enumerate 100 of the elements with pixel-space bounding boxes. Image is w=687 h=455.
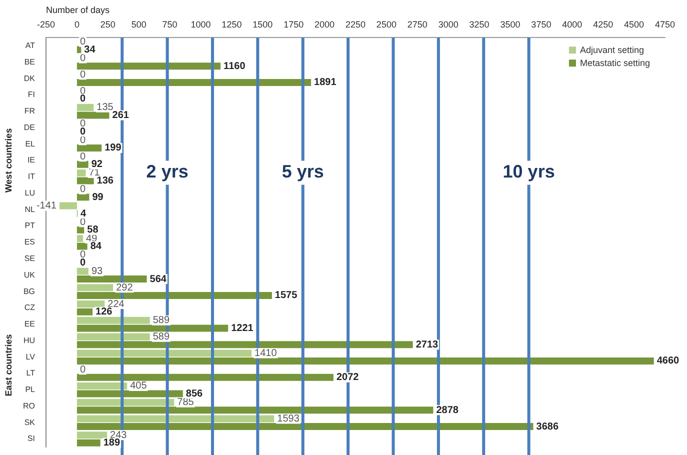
x-tick-label: 4500 [624, 20, 644, 30]
data-label: 58 [87, 224, 99, 236]
bar [76, 406, 434, 414]
y-tick-label: PL [25, 385, 36, 394]
legend-label: Adjuvant setting [580, 45, 644, 56]
data-label: 292 [116, 282, 134, 294]
bar [76, 308, 93, 316]
data-label: 1891 [314, 77, 337, 88]
data-label: 1593 [277, 413, 300, 424]
data-label: 126 [96, 306, 113, 318]
data-label: 0 [80, 126, 86, 138]
data-label: 34 [84, 44, 96, 56]
y-tick-label: IT [28, 172, 36, 182]
data-label: 92 [91, 159, 103, 170]
bar [59, 202, 77, 210]
x-tick-label: 2000 [314, 20, 335, 30]
y-tick-label: FI [28, 90, 35, 100]
x-tick-label: 1750 [284, 20, 304, 30]
bar [76, 333, 150, 340]
y-tick-label: DE [24, 122, 35, 132]
bar [76, 160, 88, 168]
y-tick-label: SI [27, 434, 35, 444]
y-tick-label: LU [24, 188, 36, 198]
y-tick-label: LV [26, 352, 36, 362]
y-tick-label: LT [26, 368, 36, 378]
x-tick-label: 3750 [531, 20, 552, 30]
y-tick-label: PT [24, 221, 36, 230]
ref-line-label: 2 yrs [146, 162, 188, 182]
bar [76, 112, 110, 119]
data-label: 0 [80, 151, 86, 162]
x-tick-label: 4250 [593, 20, 614, 30]
bar [76, 415, 274, 422]
x-tick-label: 1000 [190, 20, 211, 30]
bar [76, 341, 413, 348]
bar [76, 439, 100, 446]
bar [76, 177, 94, 184]
x-tick-label: 4750 [654, 20, 676, 30]
y-tick-label: DK [24, 74, 36, 83]
x-tick-label: 3250 [469, 20, 490, 30]
bar [76, 169, 86, 176]
y-tick-label: IE [27, 156, 35, 165]
x-tick-label: -250 [36, 20, 56, 30]
data-label: 3686 [536, 421, 559, 432]
y-tick-label: FR [24, 106, 36, 116]
data-label: 856 [186, 388, 204, 400]
y-tick-label: NL [24, 204, 36, 214]
x-tick-label: 750 [162, 20, 178, 30]
data-label: 589 [152, 315, 170, 326]
y-tick-label: RO [23, 401, 35, 410]
data-label: 93 [91, 266, 104, 278]
data-label: 0 [80, 184, 86, 196]
bar [76, 284, 114, 292]
y-tick-label: UK [24, 270, 36, 280]
x-axis-title: Number of days [46, 4, 110, 15]
data-label: 1160 [224, 60, 246, 72]
data-label: 4 [80, 208, 86, 220]
data-label: 564 [150, 274, 167, 285]
y-tick-label: BE [24, 57, 35, 66]
y-tick-label: SE [24, 254, 35, 263]
data-label: 2878 [436, 404, 459, 416]
data-label: 99 [92, 192, 104, 203]
x-tick-label: 3500 [500, 20, 520, 30]
data-label: 0 [80, 69, 86, 80]
y-tick-label: BG [23, 286, 35, 296]
ref-line-label: 10 yrs [502, 162, 555, 182]
data-label: 0 [80, 257, 86, 268]
y-tick-label: EL [25, 139, 36, 148]
x-tick-label: 2750 [407, 20, 428, 30]
bar [76, 357, 654, 364]
x-tick-label: 3000 [438, 20, 458, 30]
x-tick-label: 250 [100, 20, 116, 30]
bar [76, 324, 228, 332]
text: East countries [3, 334, 14, 396]
bar [76, 292, 272, 299]
data-label: 189 [103, 438, 120, 449]
data-label: 261 [112, 110, 130, 121]
data-label: -141 [36, 200, 57, 212]
data-label: 405 [130, 380, 148, 392]
bar [76, 300, 105, 308]
bar [76, 432, 108, 439]
data-label: 589 [152, 332, 170, 343]
x-tick-label: 0 [74, 20, 80, 30]
y-tick-label: EE [24, 320, 35, 329]
x-tick-label: 2500 [376, 20, 396, 30]
bar [76, 104, 94, 111]
bar [76, 62, 221, 70]
data-label: 84 [90, 241, 102, 252]
x-tick-label: 1250 [222, 20, 242, 30]
data-label: 135 [96, 102, 114, 114]
data-label: 199 [104, 142, 122, 154]
data-label: 1410 [254, 348, 278, 359]
data-label: 4660 [656, 356, 680, 367]
bar [76, 382, 128, 390]
data-label: 2713 [416, 339, 439, 350]
bar [76, 350, 252, 357]
x-tick-label: 500 [131, 20, 146, 30]
x-tick-label: 2250 [345, 20, 366, 30]
data-label: 1221 [231, 322, 254, 334]
data-label: 2072 [336, 372, 360, 384]
y-tick-label: AT [25, 40, 36, 50]
